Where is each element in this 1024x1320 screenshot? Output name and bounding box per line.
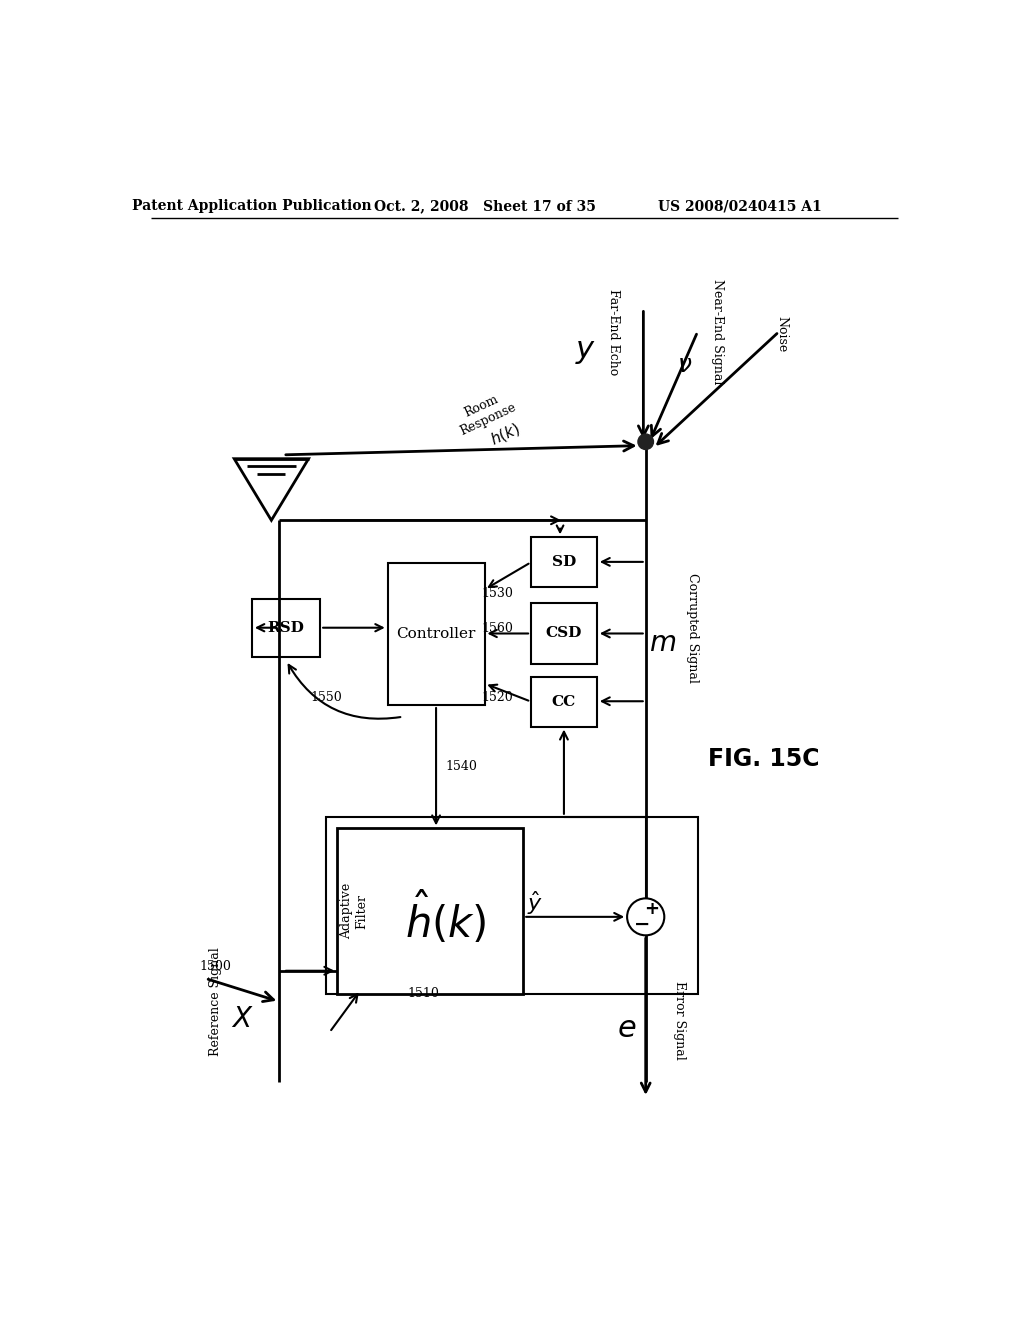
Bar — [531, 537, 597, 587]
Text: FIG. 15C: FIG. 15C — [708, 747, 819, 771]
Text: 1510: 1510 — [407, 987, 439, 1001]
Text: US 2008/0240415 A1: US 2008/0240415 A1 — [658, 199, 822, 213]
Text: $h(k)$: $h(k)$ — [487, 420, 523, 449]
Circle shape — [627, 899, 665, 936]
Bar — [388, 562, 484, 705]
Text: 1550: 1550 — [310, 690, 342, 704]
Text: Controller: Controller — [396, 627, 476, 642]
Bar — [531, 677, 597, 726]
Text: Far-End Echo: Far-End Echo — [607, 289, 620, 375]
Text: Corrupted Signal: Corrupted Signal — [686, 573, 699, 682]
Text: Oct. 2, 2008   Sheet 17 of 35: Oct. 2, 2008 Sheet 17 of 35 — [374, 199, 595, 213]
Text: 1520: 1520 — [481, 690, 513, 704]
Text: 1500: 1500 — [200, 961, 231, 973]
Text: $X$: $X$ — [230, 1006, 253, 1032]
Text: CSD: CSD — [546, 627, 582, 640]
Text: $\nu$: $\nu$ — [677, 352, 692, 376]
Text: $e$: $e$ — [616, 1012, 636, 1044]
Text: Reference Signal: Reference Signal — [209, 948, 222, 1056]
Bar — [531, 603, 597, 664]
Text: $\hat{h}(k)$: $\hat{h}(k)$ — [406, 890, 486, 948]
Bar — [326, 817, 697, 994]
Ellipse shape — [638, 434, 653, 449]
Text: 1560: 1560 — [481, 622, 513, 635]
Text: −: − — [635, 915, 651, 935]
Text: +: + — [644, 900, 659, 919]
Text: Noise: Noise — [775, 315, 788, 352]
Text: Near-End Signal: Near-End Signal — [711, 279, 724, 384]
Bar — [252, 599, 321, 656]
Text: Adaptive
Filter: Adaptive Filter — [340, 883, 369, 940]
Bar — [337, 829, 523, 994]
Text: SD: SD — [552, 556, 577, 569]
Text: CC: CC — [552, 694, 577, 709]
Text: 1540: 1540 — [445, 760, 477, 774]
Text: Error Signal: Error Signal — [673, 982, 686, 1060]
Text: 1530: 1530 — [481, 587, 513, 601]
Text: $y$: $y$ — [574, 335, 596, 367]
Text: $m$: $m$ — [649, 630, 676, 657]
Text: $\hat{y}$: $\hat{y}$ — [527, 890, 543, 917]
Text: RSD: RSD — [267, 620, 304, 635]
Text: Room
Response: Room Response — [452, 387, 518, 438]
Text: Patent Application Publication: Patent Application Publication — [132, 199, 372, 213]
